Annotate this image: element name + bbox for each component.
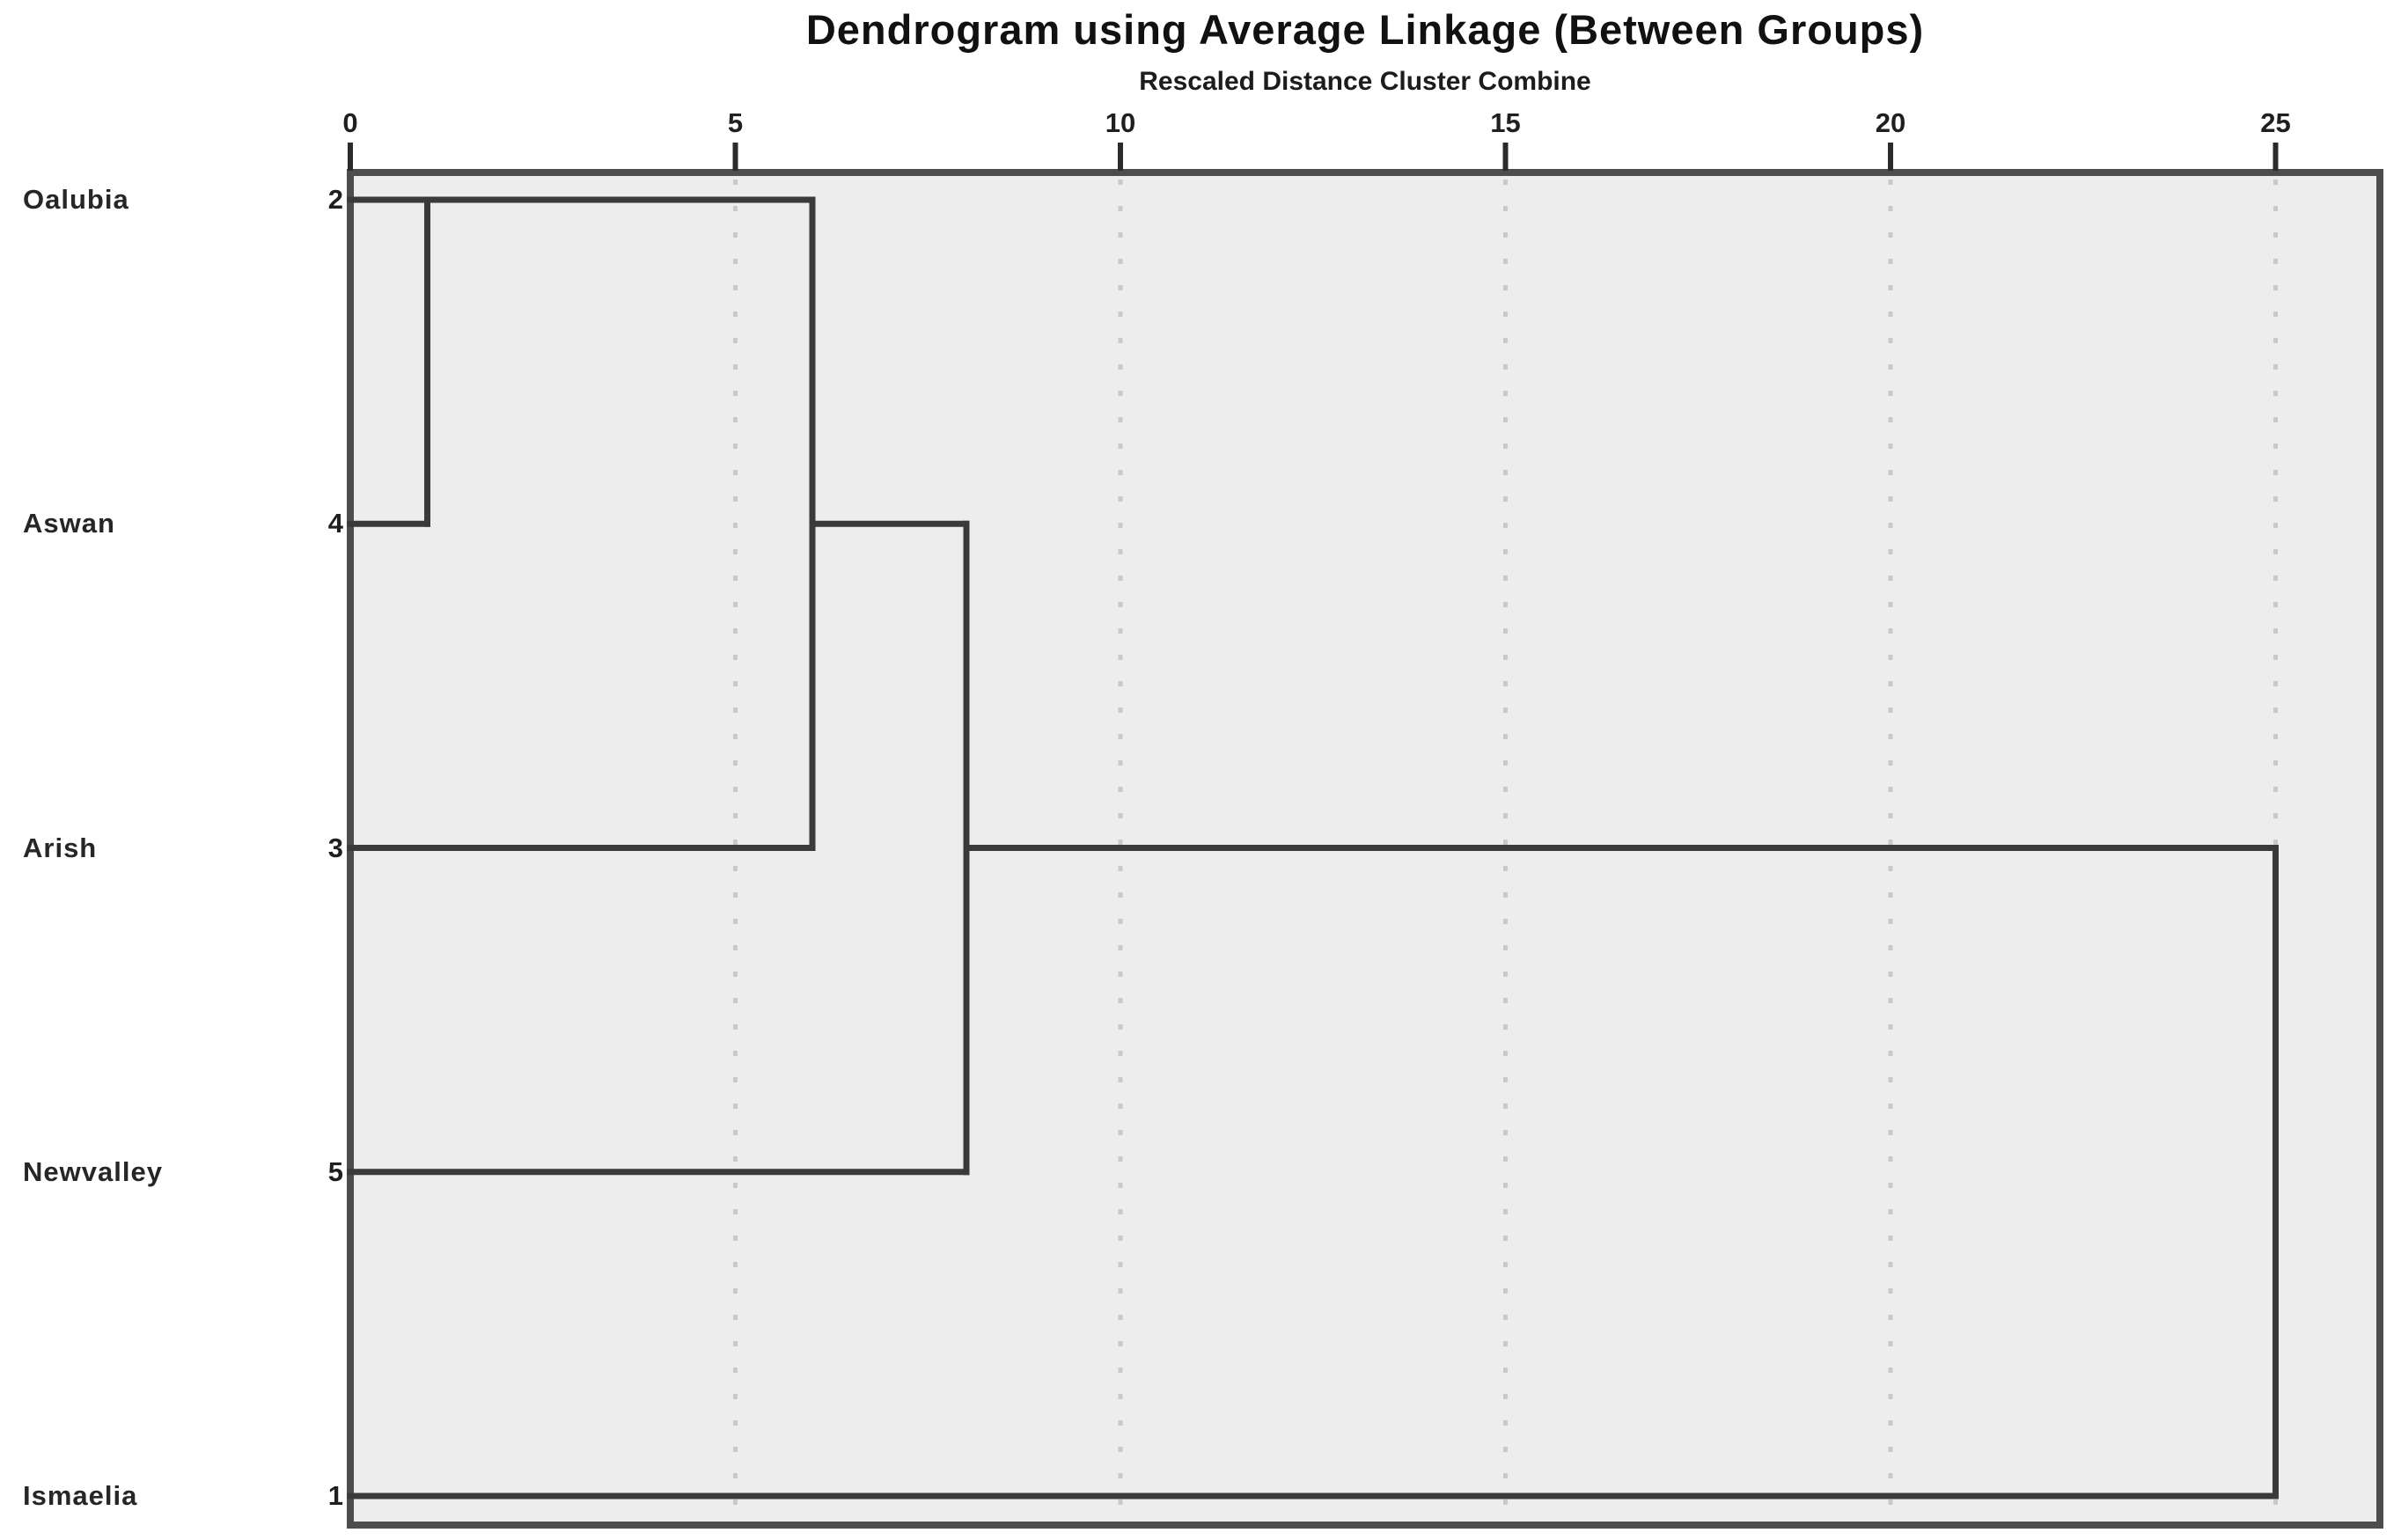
axis-tick-label-20: 20 — [1875, 107, 1906, 138]
leaf-label-newvalley: Newvalley — [23, 1155, 163, 1187]
axis-tick-label-10: 10 — [1105, 107, 1136, 138]
chart-title: Dendrogram using Average Linkage (Betwee… — [805, 6, 1925, 53]
leaf-case-number-2: 2 — [327, 184, 343, 215]
axis-tick-label-25: 25 — [2260, 107, 2291, 138]
chart-subtitle: Rescaled Distance Cluster Combine — [1139, 67, 1591, 96]
leaf-case-number-1: 1 — [327, 1480, 343, 1511]
leaf-label-ismaelia: Ismaelia — [23, 1480, 138, 1511]
leaf-label-aswan: Aswan — [23, 508, 115, 539]
axis-tick-label-5: 5 — [727, 107, 744, 138]
leaf-label-arish: Arish — [23, 832, 98, 863]
axis-tick-label-15: 15 — [1490, 107, 1521, 138]
leaf-case-number-5: 5 — [327, 1155, 343, 1187]
leaf-label-oalubia: Oalubia — [23, 184, 129, 215]
leaf-case-number-3: 3 — [327, 832, 343, 863]
axis-tick-label-0: 0 — [342, 107, 358, 138]
leaf-case-number-4: 4 — [327, 508, 343, 539]
